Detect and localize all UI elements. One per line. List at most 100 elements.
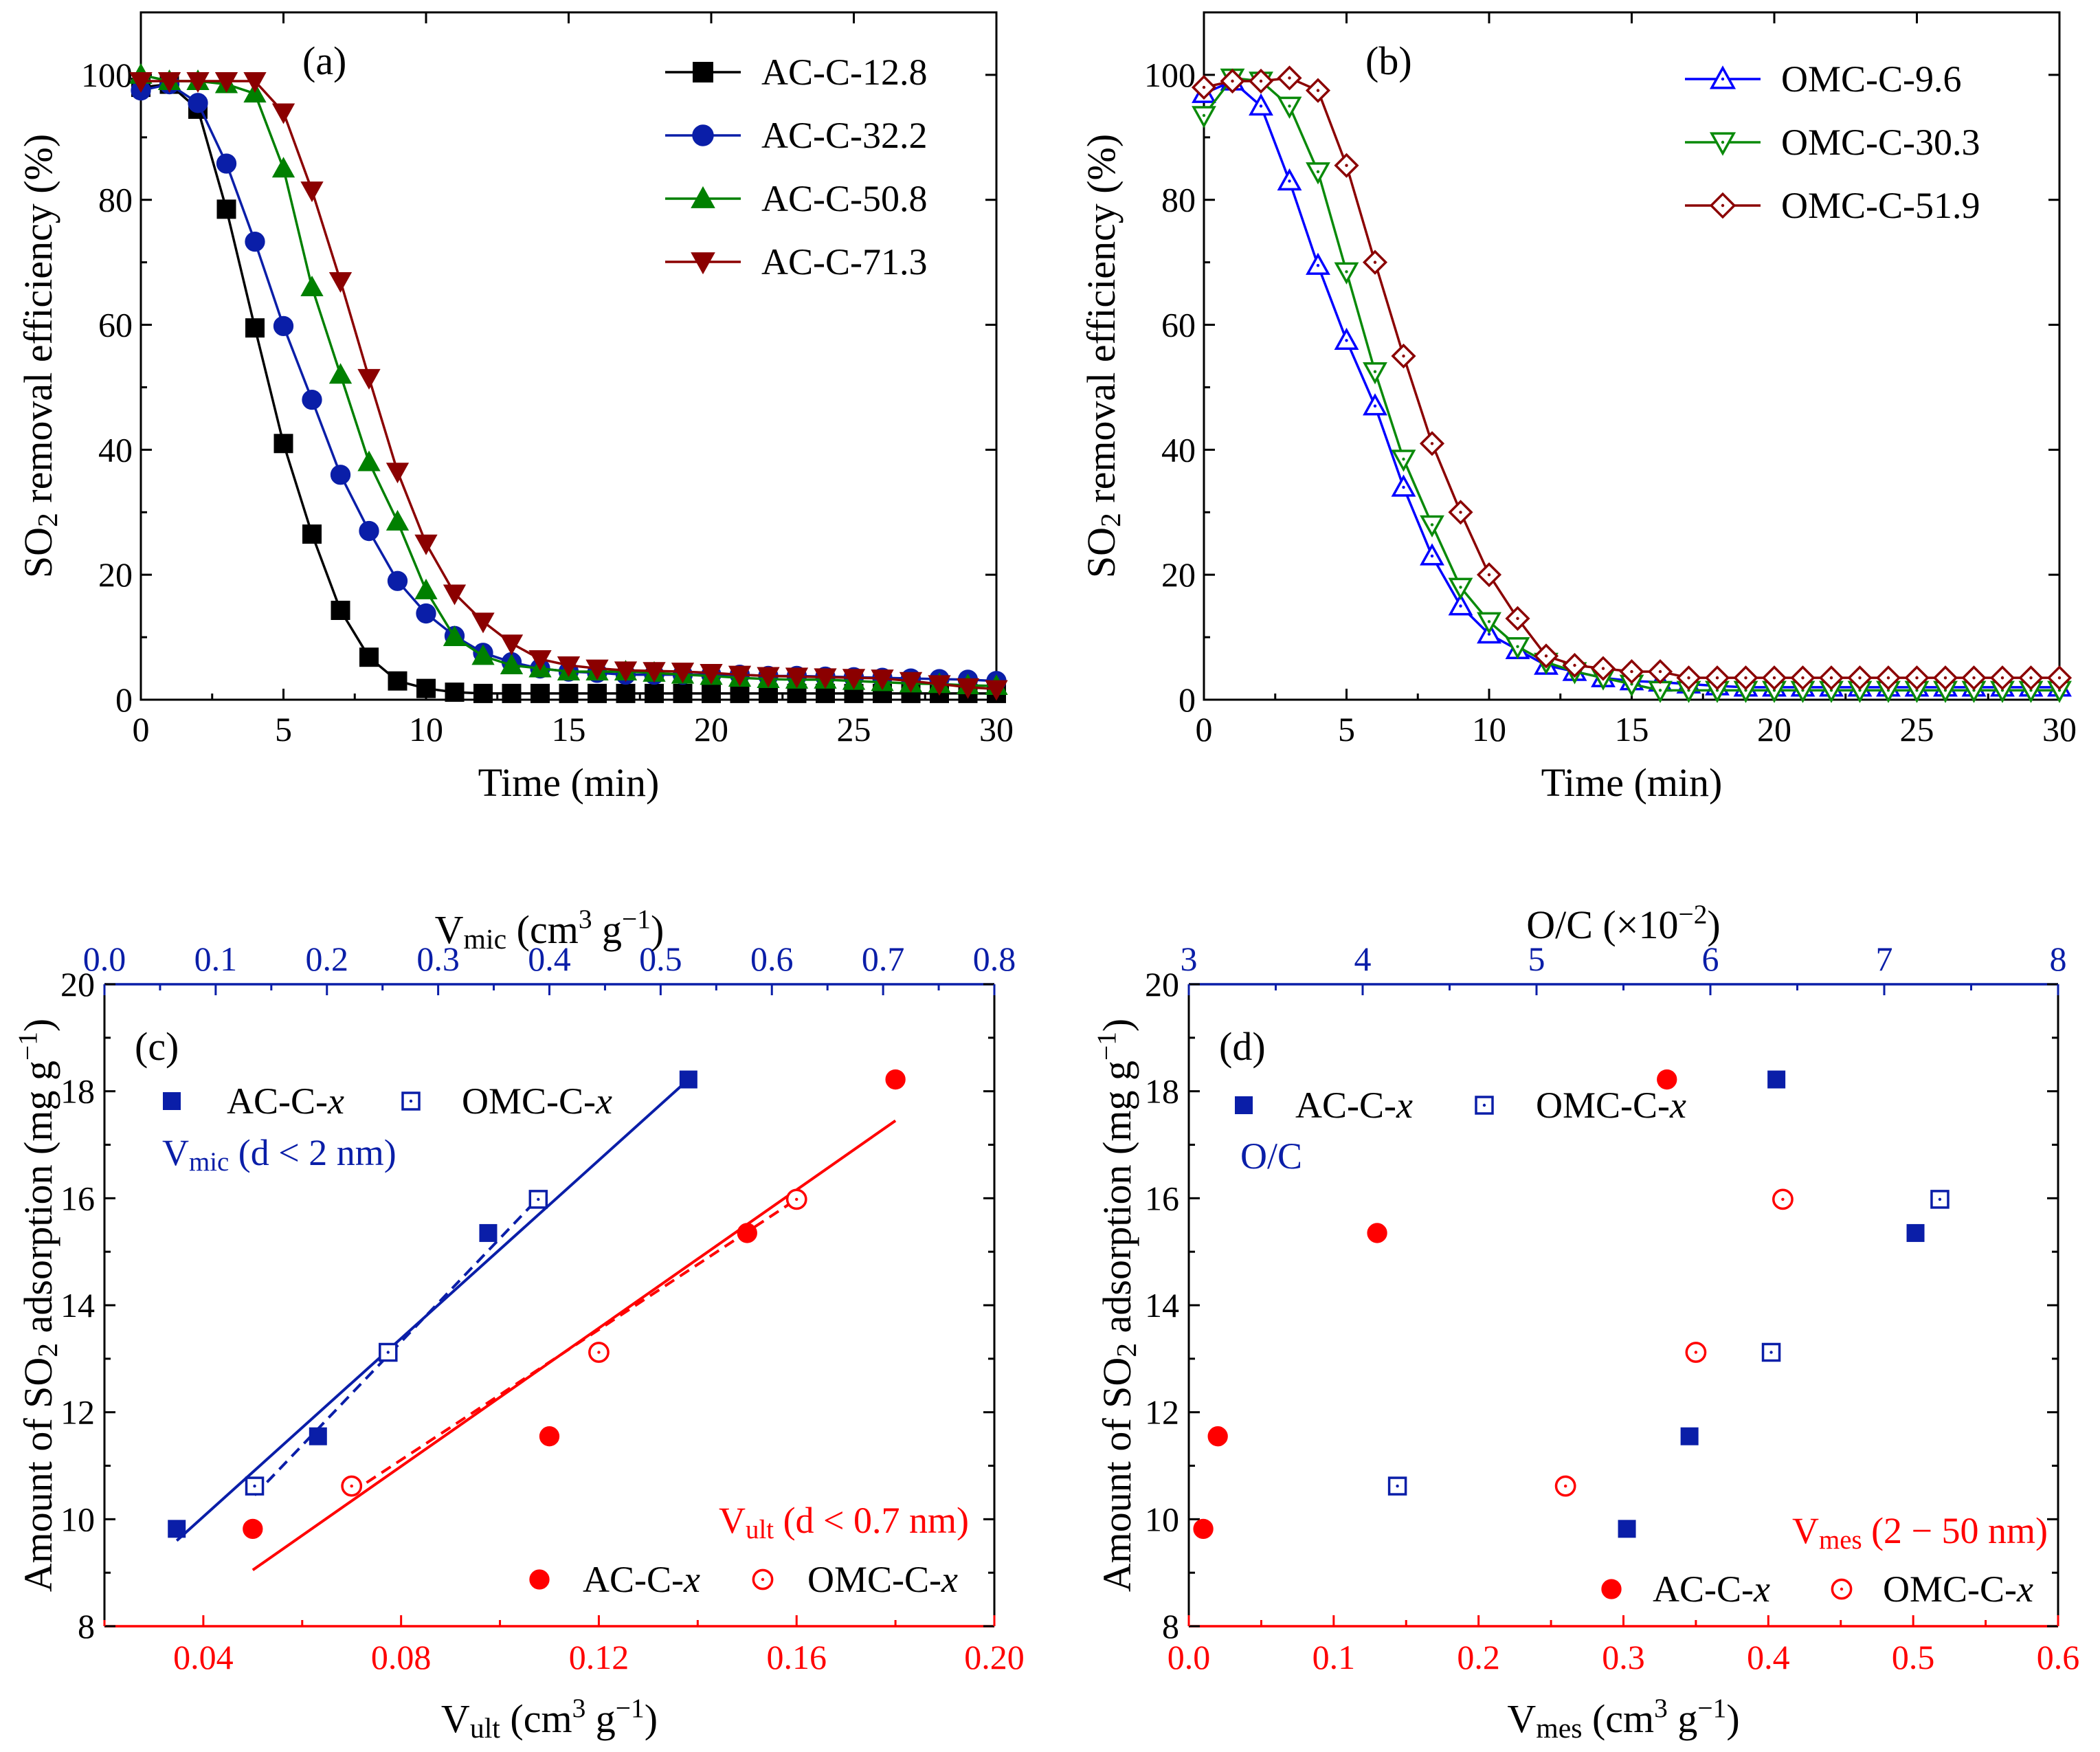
x-axis-label: Vmes (cm3 g−1)	[1507, 1693, 1739, 1744]
legend-label: OMC-C-x	[1536, 1085, 1686, 1126]
series-markers-OMC-C-51.9	[1191, 65, 2073, 691]
data-point-dot	[1396, 1484, 1399, 1488]
legend-label: AC-C-x	[583, 1559, 700, 1600]
x2-axis-label: O/C (×10−2)	[1526, 899, 1721, 947]
data-point	[302, 389, 322, 410]
y-tick-label: 100	[1144, 56, 1196, 94]
data-point	[414, 534, 438, 555]
x-tick-label: 5	[1338, 710, 1355, 749]
x-tick-label: 15	[1615, 710, 1649, 749]
data-point-dot	[1829, 676, 1833, 680]
x-tick-label: 20	[1757, 710, 1791, 749]
data-point	[386, 509, 410, 531]
panel-c: 8 10 12 14 16 18 20 0.04 0.08 0.12 0.16 0.20 0.0 0.1 0…	[12, 904, 1024, 1744]
data-point	[328, 363, 353, 384]
data-point	[842, 669, 866, 690]
legend-marker-dot	[1840, 1587, 1844, 1591]
annotation-vmic: Vmic (d < 2 nm)	[162, 1132, 396, 1177]
y-axis-label: SO2 removal efficiency (%)	[16, 134, 64, 578]
legend-label: AC-C-x	[1653, 1568, 1770, 1610]
y-tick-label: 8	[78, 1607, 95, 1645]
legend-marker	[163, 1092, 181, 1110]
data-point	[814, 668, 837, 689]
panel-label: (d)	[1219, 1024, 1266, 1069]
data-point	[309, 1427, 327, 1445]
x-tick-label: 0.1	[1312, 1638, 1356, 1676]
series-markers-AC-C-32.2	[131, 74, 1007, 691]
data-point-dot	[1345, 164, 1348, 167]
data-point	[1680, 1427, 1699, 1445]
y-tick-label: 20	[1145, 965, 1179, 1003]
data-point	[168, 1520, 186, 1538]
y-axis-label: Amount of SO2 adsorption (mg g−1)	[12, 1019, 64, 1593]
data-point-dot	[1259, 104, 1263, 108]
data-point	[216, 199, 236, 219]
data-point-dot	[1373, 404, 1377, 408]
data-point	[502, 683, 522, 703]
data-point	[1657, 1069, 1677, 1090]
legend-label: AC-C-x	[1295, 1085, 1413, 1126]
data-point-dot	[1259, 79, 1263, 83]
data-point	[387, 570, 408, 591]
legend-label: AC-C-32.2	[761, 115, 928, 156]
legend-marker	[1475, 1096, 1494, 1115]
data-point	[1767, 1070, 1786, 1089]
legend-marker-dot	[409, 1099, 413, 1103]
data-point-dot	[1972, 689, 1976, 692]
data-point	[243, 72, 267, 93]
legend-label: AC-C-x	[227, 1080, 344, 1122]
x-tick-label: 30	[2042, 710, 2077, 749]
panel-label: (b)	[1365, 38, 1412, 83]
x2-tick-label: 0.3	[416, 940, 460, 978]
x-tick-label: 15	[552, 710, 586, 749]
data-point	[388, 671, 407, 691]
series-line-AC-C-50.8	[140, 74, 997, 687]
data-point	[359, 647, 379, 667]
series-AC-C-x (Vult)	[243, 1069, 906, 1539]
data-point	[645, 683, 664, 703]
x2-tick-label: 8	[2050, 940, 2067, 978]
data-point-dot	[2000, 676, 2004, 680]
series-line-AC-C-12.8	[140, 82, 996, 695]
data-point-dot	[2057, 689, 2062, 692]
x-tick-label: 10	[409, 710, 443, 749]
data-point-dot	[1658, 669, 1662, 674]
data-point-dot	[1694, 1351, 1698, 1354]
x2-tick-label: 5	[1528, 940, 1545, 978]
series-markers-AC-C-71.3	[129, 72, 1008, 701]
data-point-dot	[1430, 523, 1434, 526]
legend-marker	[691, 186, 715, 208]
data-point	[885, 1069, 906, 1090]
data-point	[414, 578, 438, 599]
data-point-dot	[1943, 689, 1947, 692]
data-point-dot	[1801, 689, 1805, 692]
y-tick-label: 0	[115, 680, 133, 719]
y-axis-label: Amount of SO2 adsorption (mg g−1)	[1091, 1019, 1143, 1593]
data-point	[899, 672, 923, 693]
data-point	[330, 465, 351, 485]
data-point	[157, 72, 181, 93]
x-tick-label: 25	[1900, 710, 1934, 749]
x-tick-label: 0.20	[964, 1638, 1025, 1676]
x2-tick-label: 0.2	[306, 940, 349, 978]
data-point-dot	[1402, 485, 1405, 489]
data-point-dot	[1715, 676, 1719, 680]
data-point-dot	[1801, 676, 1805, 680]
data-point	[700, 663, 723, 685]
x-tick-label: 20	[694, 710, 728, 749]
data-point-dot	[350, 1484, 353, 1488]
x2-tick-label: 4	[1354, 940, 1372, 978]
data-point-dot	[1658, 689, 1662, 692]
data-point	[245, 1476, 265, 1496]
y-tick-label: 0	[1179, 680, 1196, 719]
data-point-dot	[1516, 645, 1519, 648]
data-point-dot	[1544, 654, 1548, 658]
data-point-dot	[1715, 689, 1719, 692]
legend-marker-dot	[1482, 1103, 1486, 1107]
data-point-dot	[1858, 676, 1862, 680]
data-point	[616, 683, 636, 703]
data-point-dot	[537, 1197, 540, 1201]
x2-tick-label: 0.4	[528, 940, 571, 978]
data-point	[357, 368, 381, 390]
data-point-dot	[386, 1351, 390, 1354]
